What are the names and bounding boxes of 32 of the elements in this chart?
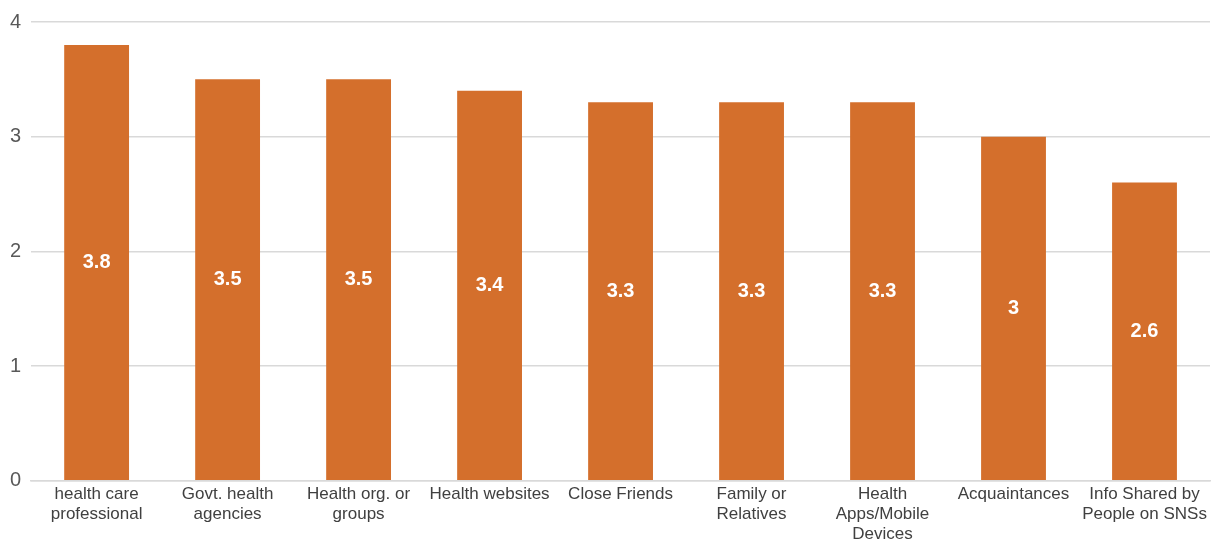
data-label: 3.4 xyxy=(475,272,505,295)
data-label: 2.6 xyxy=(1130,318,1159,341)
data-label: 3.3 xyxy=(868,278,897,301)
bar xyxy=(719,102,784,481)
x-tick-label: Health org. or groups xyxy=(307,483,411,524)
y-tick-label: 4 xyxy=(10,9,22,32)
bar xyxy=(981,136,1046,481)
bar xyxy=(457,90,522,481)
x-tick-label: Close Friends xyxy=(568,483,673,503)
y-tick-label: 0 xyxy=(10,468,22,491)
x-tick-label: Acquaintances xyxy=(957,483,1070,503)
data-label: 3 xyxy=(1007,295,1020,318)
y-tick-label: 3 xyxy=(10,124,22,147)
bar xyxy=(850,102,915,481)
y-tick-label: 1 xyxy=(10,353,22,376)
bar xyxy=(588,102,653,481)
data-label: 3.3 xyxy=(737,278,766,301)
bar xyxy=(1112,182,1177,481)
data-label: 3.5 xyxy=(213,267,242,290)
data-label: 3.8 xyxy=(82,250,111,273)
data-label: 3.5 xyxy=(344,267,373,290)
bar xyxy=(326,79,392,481)
x-tick-label: Family or Relatives xyxy=(716,483,787,524)
y-tick-label: 2 xyxy=(10,238,22,261)
x-tick-label: Govt. health agencies xyxy=(181,483,274,524)
x-tick-label: Health websites xyxy=(429,483,550,503)
bar xyxy=(64,44,130,481)
x-tick-label: health care professional xyxy=(50,483,143,524)
bar xyxy=(195,79,261,481)
x-tick-label: Health Apps/Mobile Devices xyxy=(835,483,930,544)
data-label: 3.3 xyxy=(606,278,635,301)
x-tick-label: Info Shared by People on SNSs xyxy=(1082,483,1207,524)
